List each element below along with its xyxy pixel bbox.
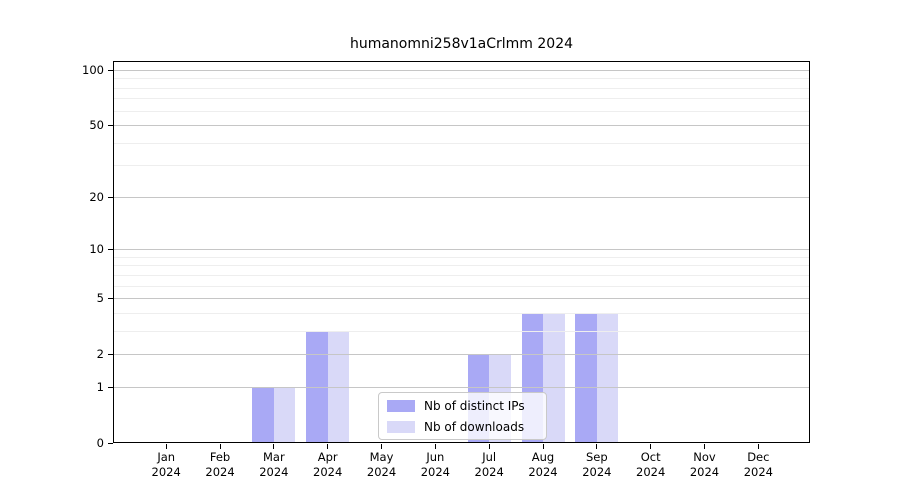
minor-gridline	[114, 98, 809, 99]
minor-gridline	[114, 143, 809, 144]
x-axis-tick	[165, 444, 167, 449]
y-tick-label: 1	[96, 380, 104, 394]
y-axis-tick	[108, 354, 113, 355]
x-axis-tick	[596, 444, 598, 449]
y-tick-label: 5	[96, 291, 104, 305]
y-tick-label: 100	[82, 63, 104, 77]
x-axis-tick	[650, 444, 652, 449]
x-axis-tick	[542, 444, 544, 449]
minor-gridline	[114, 257, 809, 258]
bar-downloads-apr	[327, 330, 350, 442]
x-tick-label: May 2024	[366, 450, 397, 479]
minor-gridline	[114, 165, 809, 166]
minor-gridline	[114, 111, 809, 112]
x-axis-tick	[273, 444, 275, 449]
bar-distinct-ips-apr	[306, 330, 328, 442]
major-gridline	[114, 354, 809, 355]
minor-gridline	[114, 331, 809, 332]
chart-title: humanomni258v1aCrlmm 2024	[349, 36, 574, 52]
bar-downloads-aug	[543, 312, 565, 442]
y-axis-tick	[108, 387, 113, 388]
legend-label-downloads: Nb of downloads	[424, 419, 525, 434]
bar-distinct-ips-mar	[252, 386, 274, 442]
x-axis-tick	[434, 444, 436, 449]
bar-distinct-ips-sep	[575, 312, 597, 442]
minor-gridline	[114, 275, 809, 276]
legend-item-distinct-ips: Nb of distinct IPs	[387, 397, 546, 415]
y-tick-label: 10	[89, 242, 104, 256]
bar-downloads-sep	[596, 312, 619, 442]
y-tick-label: 2	[96, 347, 104, 361]
x-tick-label: Apr 2024	[313, 450, 343, 479]
x-tick-label: Oct 2024	[636, 450, 666, 479]
major-gridline	[114, 387, 809, 388]
minor-gridline	[114, 286, 809, 287]
y-axis-tick	[108, 125, 113, 126]
x-tick-label: Aug 2024	[528, 450, 558, 479]
y-axis-tick	[108, 249, 113, 250]
minor-gridline	[114, 265, 809, 266]
major-gridline	[114, 298, 809, 299]
y-axis-tick	[108, 443, 113, 444]
y-tick-label: 0	[96, 436, 104, 450]
x-axis-tick	[219, 444, 221, 449]
x-tick-label: Feb 2024	[205, 450, 235, 479]
x-tick-label: Mar 2024	[259, 450, 289, 479]
bar-downloads-mar	[273, 386, 296, 442]
legend-label-distinct-ips: Nb of distinct IPs	[424, 398, 525, 413]
x-axis-tick	[704, 444, 705, 449]
x-axis-tick	[381, 444, 383, 449]
x-tick-label: Jan 2024	[151, 450, 181, 479]
x-axis-tick	[488, 444, 490, 449]
minor-gridline	[114, 78, 809, 79]
major-gridline	[114, 125, 809, 126]
x-tick-label: Jun 2024	[420, 450, 450, 479]
major-gridline	[114, 249, 809, 250]
x-tick-label: Jul 2024	[474, 450, 504, 479]
x-tick-label: Dec 2024	[743, 450, 773, 479]
legend-item-downloads: Nb of downloads	[387, 418, 546, 436]
x-axis-tick	[327, 444, 329, 449]
distinct-ips-swatch	[387, 399, 415, 412]
x-tick-label: Nov 2024	[689, 450, 720, 479]
y-axis-tick	[108, 197, 113, 198]
x-axis-tick	[757, 444, 759, 449]
y-tick-label: 50	[89, 118, 104, 132]
y-axis-tick	[108, 298, 113, 299]
legend: Nb of distinct IPs Nb of downloads	[378, 392, 547, 440]
minor-gridline	[114, 88, 809, 89]
major-gridline	[114, 197, 809, 198]
downloads-swatch	[387, 420, 415, 433]
x-tick-label: Sep 2024	[582, 450, 612, 479]
y-axis-tick	[108, 70, 113, 71]
minor-gridline	[114, 313, 809, 314]
major-gridline	[114, 70, 809, 71]
plot-area	[113, 61, 810, 443]
y-tick-label: 20	[89, 190, 104, 204]
